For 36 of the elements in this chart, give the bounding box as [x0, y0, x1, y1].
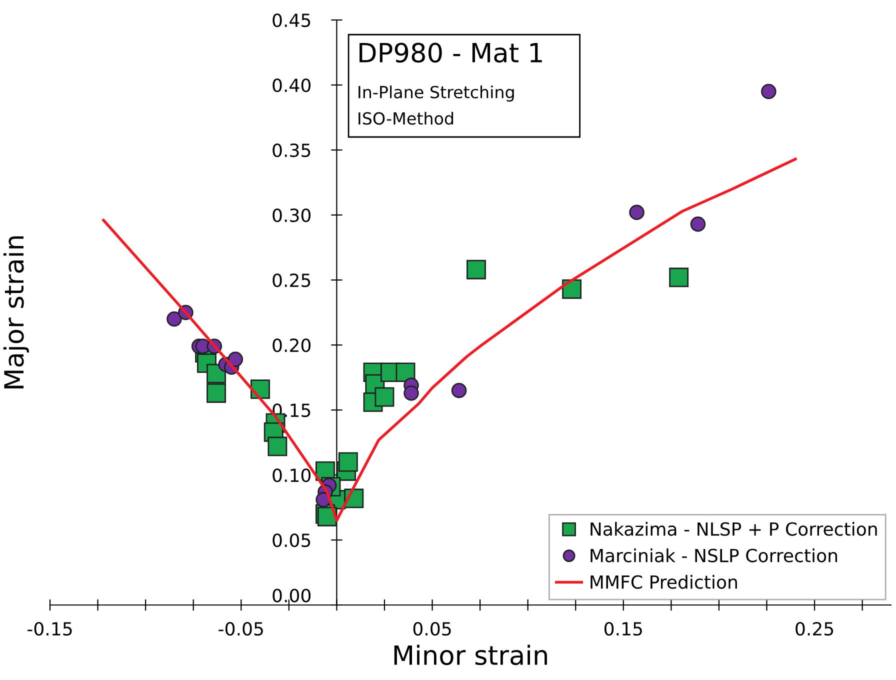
point — [562, 279, 582, 299]
y-axis-title: Major strain — [3, 236, 29, 388]
legend-label: Marciniak - NSLP Correction — [590, 548, 837, 562]
y-tick-label: 0.00 — [272, 588, 311, 602]
point — [669, 268, 689, 288]
y-tick-label: 0.20 — [272, 338, 311, 352]
point — [268, 436, 288, 456]
point — [629, 204, 644, 220]
x-axis-title: Minor strain — [394, 644, 547, 666]
x-tick-label: 0.25 — [796, 622, 834, 636]
point — [228, 352, 244, 367]
x-tick-label: -0.15 — [28, 622, 72, 636]
legend-label: MMFC Prediction — [590, 574, 737, 589]
point — [206, 383, 226, 403]
legend-label: Nakazima - NLSP + P Correction — [590, 522, 877, 536]
annotation: In-Plane Stretching — [358, 86, 514, 102]
point — [466, 260, 486, 280]
y-tick-label: 0.10 — [272, 468, 311, 482]
point — [166, 311, 182, 327]
annotation: ISO-Method — [358, 112, 454, 125]
y-tick-label: 0.35 — [272, 143, 310, 158]
text: DP980 - Mat 1 — [360, 42, 542, 63]
y-tick-label: 0.05 — [272, 533, 310, 548]
y-tick-label: 0.25 — [272, 273, 310, 288]
point — [374, 387, 394, 407]
x-tick-label: 0.15 — [604, 622, 642, 636]
point — [690, 216, 706, 232]
y-tick-label: 0.40 — [272, 78, 311, 92]
y-tick-label: 0.45 — [272, 13, 310, 28]
point — [404, 385, 419, 401]
x-tick-label: -0.05 — [218, 622, 263, 636]
y-tick-label: 0.30 — [272, 208, 311, 222]
point — [761, 84, 776, 100]
point — [451, 382, 467, 398]
point — [338, 452, 358, 472]
x-tick-label: 0.05 — [413, 622, 451, 636]
